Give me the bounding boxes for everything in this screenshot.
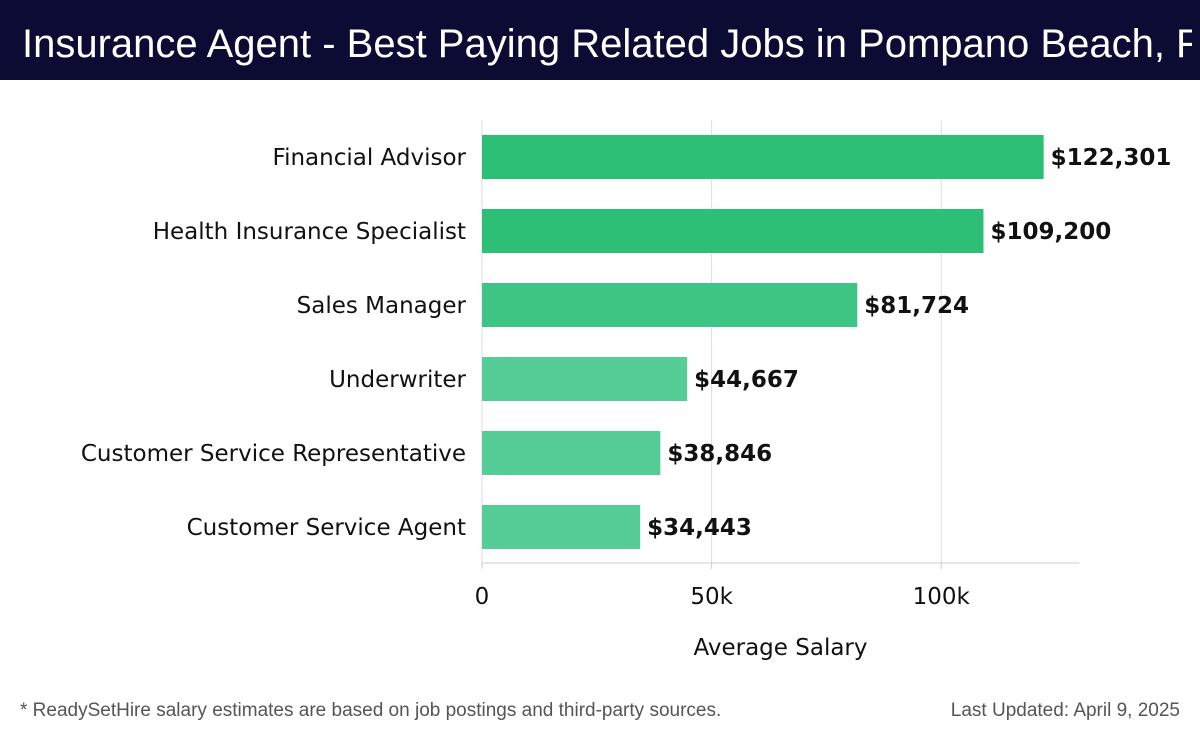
x-tick-label: 100k xyxy=(913,584,971,610)
value-label: $44,667 xyxy=(694,367,799,393)
value-label: $34,443 xyxy=(647,515,752,541)
bar xyxy=(482,505,641,549)
x-tick-label: 0 xyxy=(475,584,490,610)
page-title: Insurance Agent - Best Paying Related Jo… xyxy=(22,22,1192,66)
value-label: $122,301 xyxy=(1051,145,1172,171)
bar xyxy=(482,283,858,327)
category-label: Customer Service Agent xyxy=(187,515,466,541)
header-bar: Insurance Agent - Best Paying Related Jo… xyxy=(0,0,1200,80)
value-label: $81,724 xyxy=(864,293,969,319)
bar xyxy=(482,431,661,475)
category-label: Underwriter xyxy=(329,367,466,393)
category-label: Financial Advisor xyxy=(273,145,467,171)
bar xyxy=(482,357,688,401)
value-label: $38,846 xyxy=(667,441,772,467)
last-updated: Last Updated: April 9, 2025 xyxy=(950,700,1180,721)
bar-chart: Financial Advisor $122,301 Health Insuranc… xyxy=(81,120,1172,661)
bar xyxy=(482,209,984,253)
bar xyxy=(482,135,1044,179)
category-label: Health Insurance Specialist xyxy=(153,219,466,245)
category-label: Sales Manager xyxy=(297,293,467,319)
value-label: $109,200 xyxy=(990,219,1111,245)
x-tick-label: 50k xyxy=(690,584,733,610)
footer-note: * ReadySetHire salary estimates are base… xyxy=(20,700,722,721)
category-label: Customer Service Representative xyxy=(81,441,466,467)
x-axis-title: Average Salary xyxy=(693,635,867,661)
